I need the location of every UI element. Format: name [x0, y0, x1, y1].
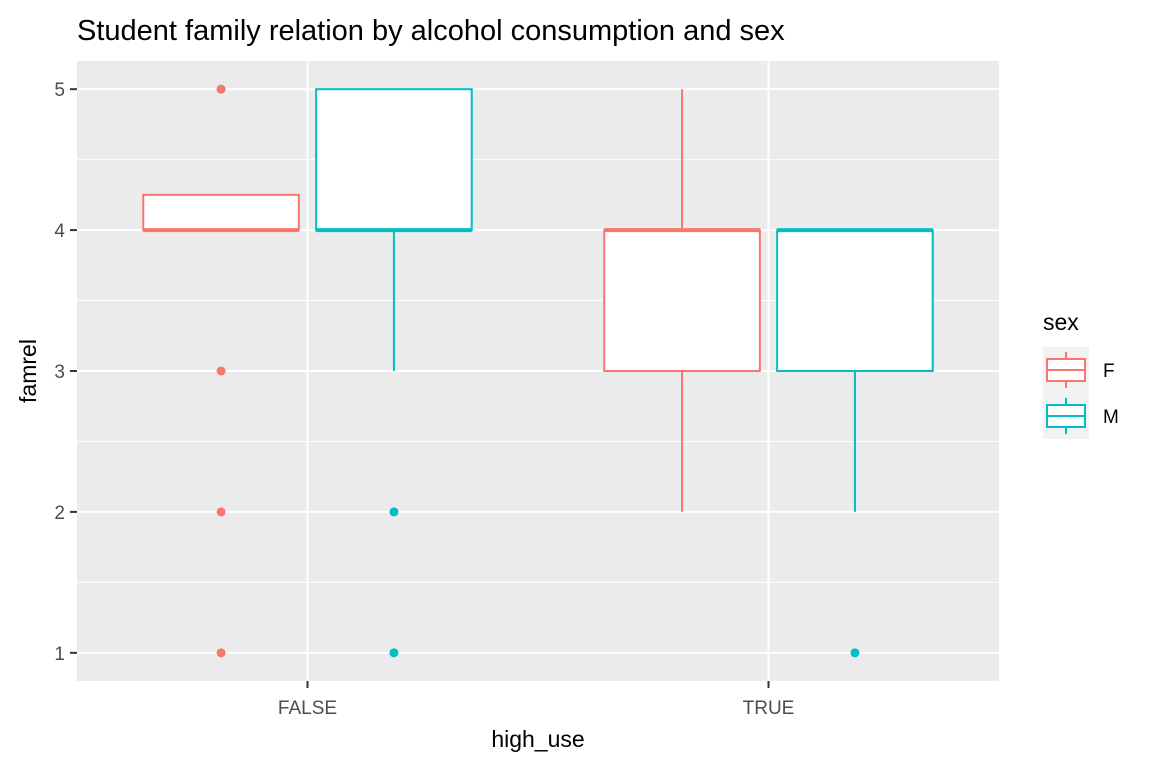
outlier-point	[216, 366, 226, 376]
box-M-TRUE	[776, 228, 934, 658]
box-layer	[142, 84, 934, 658]
outlier-point	[216, 507, 226, 517]
box-F-TRUE	[603, 89, 761, 512]
y-axis-title: famrel	[15, 339, 41, 403]
y-tick-label: 1	[54, 644, 65, 665]
box-rect	[142, 193, 300, 232]
box-rect	[315, 88, 473, 232]
outlier-point	[389, 507, 399, 517]
outlier-point	[850, 648, 860, 658]
y-tick-label: 4	[54, 221, 65, 242]
legend-title: sex	[1043, 309, 1079, 335]
box-F-FALSE	[142, 84, 300, 658]
y-tick-label: 2	[54, 503, 65, 524]
box-M-FALSE	[315, 88, 473, 658]
chart-title: Student family relation by alcohol consu…	[77, 15, 785, 47]
x-tick-label: TRUE	[743, 698, 795, 719]
legend-label-F: F	[1103, 361, 1115, 382]
x-axis-title: high_use	[491, 726, 584, 752]
outlier-point	[216, 84, 226, 94]
outlier-point	[389, 648, 399, 658]
legend-item-F: F	[1043, 347, 1115, 393]
box-rect	[603, 229, 761, 372]
legend: sex F M	[1043, 309, 1119, 439]
box-rect	[776, 229, 934, 372]
legend-label-M: M	[1103, 407, 1119, 428]
axes: 1 2 3 4 5 FALSE TRUE	[54, 80, 794, 719]
legend-item-M: M	[1043, 393, 1119, 439]
y-tick-label: 3	[54, 362, 65, 383]
y-tick-label: 5	[54, 80, 65, 101]
outlier-point	[216, 648, 226, 658]
x-tick-label: FALSE	[278, 698, 337, 719]
